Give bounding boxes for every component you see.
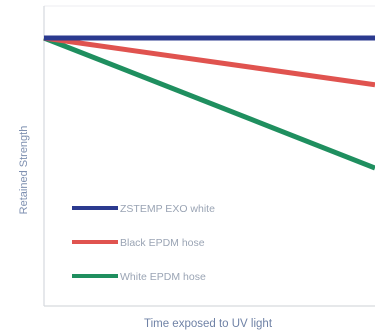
legend-label-1: ZSTEMP EXO white — [120, 203, 215, 215]
series-line-3 — [43, 35, 375, 171]
series-layer — [43, 35, 375, 171]
series-line-2 — [43, 35, 375, 88]
plot-frame — [43, 5, 375, 307]
legend-label-2: Black EPDM hose — [120, 237, 205, 249]
y-axis-label: Retained Strength — [18, 126, 30, 215]
legend: ZSTEMP EXO white Black EPDM hose White EPD… — [72, 203, 215, 283]
x-axis-label: Time exposed to UV light — [144, 318, 273, 330]
legend-label-3: White EPDM hose — [120, 271, 206, 283]
